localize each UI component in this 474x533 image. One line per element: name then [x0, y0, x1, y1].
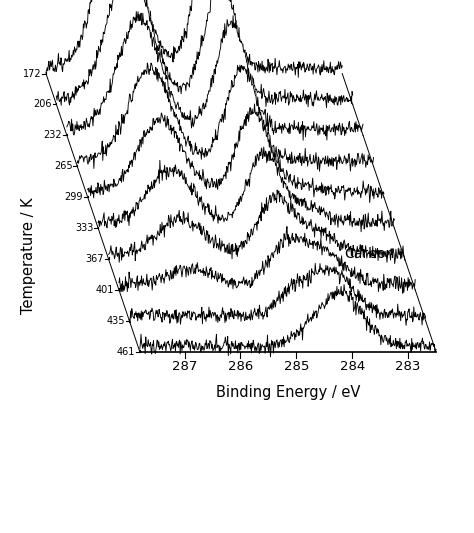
Text: 286: 286	[228, 360, 253, 373]
Polygon shape	[109, 190, 405, 264]
Text: 284: 284	[339, 360, 365, 373]
Text: 283: 283	[395, 360, 421, 373]
Text: 172: 172	[23, 69, 41, 78]
Text: 367: 367	[85, 254, 104, 264]
Polygon shape	[140, 285, 436, 357]
Text: Carbon: Carbon	[345, 247, 395, 261]
Text: Binding Energy / eV: Binding Energy / eV	[216, 385, 360, 400]
Polygon shape	[46, 0, 342, 77]
Polygon shape	[56, 0, 353, 108]
Polygon shape	[119, 227, 415, 293]
Text: 435: 435	[106, 316, 125, 326]
Polygon shape	[129, 263, 426, 326]
Polygon shape	[98, 147, 394, 232]
Polygon shape	[67, 12, 363, 140]
Text: 232: 232	[44, 131, 62, 140]
Polygon shape	[88, 104, 384, 203]
Text: 333: 333	[75, 223, 93, 233]
Text: 265: 265	[54, 161, 73, 171]
Text: 401: 401	[96, 285, 114, 295]
Text: 285: 285	[283, 360, 309, 373]
Text: 206: 206	[33, 100, 52, 109]
Text: Temperature / K: Temperature / K	[21, 198, 36, 314]
Text: 299: 299	[64, 192, 83, 202]
Text: 461: 461	[117, 347, 135, 357]
Text: 287: 287	[172, 360, 197, 373]
Polygon shape	[77, 63, 374, 171]
